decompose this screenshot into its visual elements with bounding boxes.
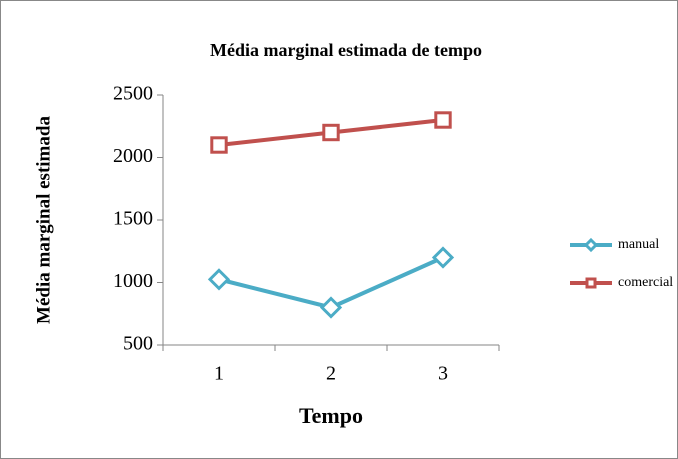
marker <box>431 246 455 269</box>
y-tick-label: 2000 <box>113 145 153 167</box>
marker <box>322 123 340 142</box>
y-tick-label: 1500 <box>113 208 153 230</box>
y-tick-label: 2500 <box>113 83 153 105</box>
marker <box>319 296 343 319</box>
marker <box>585 277 597 289</box>
chart-title: Média marginal estimada de tempo <box>210 40 482 60</box>
x-axis-label: Tempo <box>299 403 363 428</box>
y-tick-label: 500 <box>123 333 153 355</box>
x-tick-label: 1 <box>214 363 224 385</box>
x-tick-label: 2 <box>326 363 336 385</box>
marker <box>210 136 228 154</box>
legend-label: manual <box>618 237 659 252</box>
y-tick-label: 1000 <box>113 270 153 292</box>
y-axis-label: Média marginal estimada <box>33 116 54 324</box>
legend-label: comercial <box>618 275 673 290</box>
marker <box>583 237 599 253</box>
x-tick-label: 3 <box>438 363 448 385</box>
marker <box>207 268 231 291</box>
marker <box>434 111 452 129</box>
